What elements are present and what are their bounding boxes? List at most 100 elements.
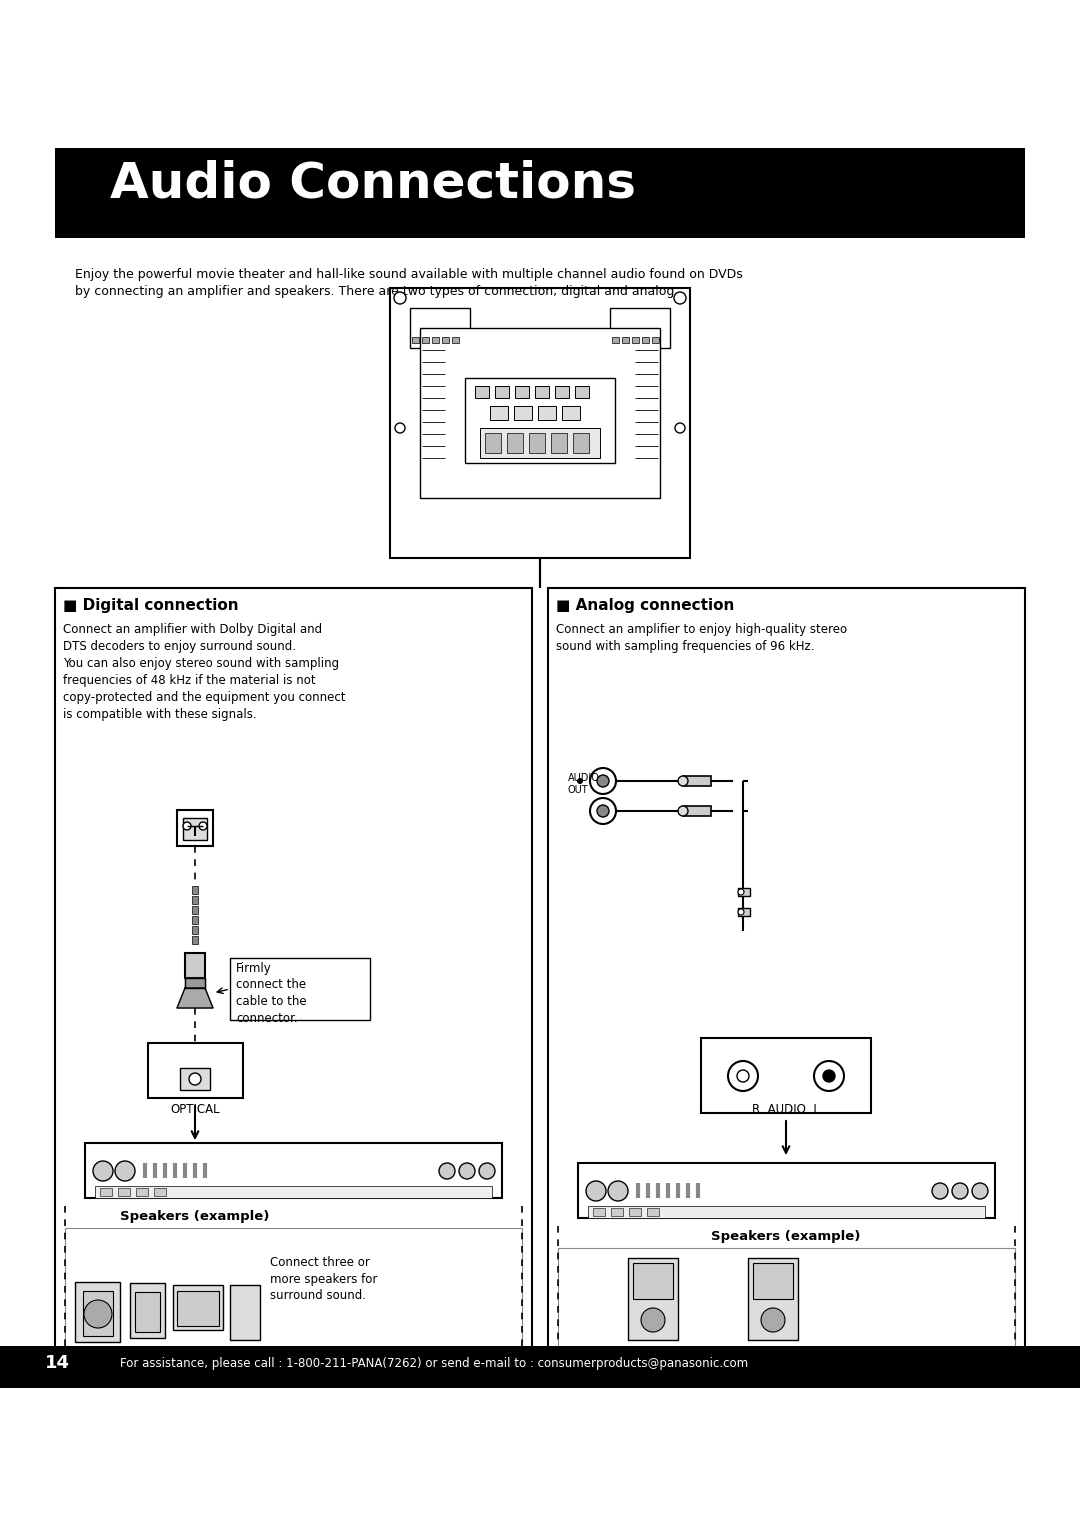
- Bar: [118, 1187, 130, 1196]
- Text: ■ Digital connection: ■ Digital connection: [63, 597, 239, 613]
- Bar: [548, 588, 1025, 1358]
- Bar: [575, 387, 589, 397]
- Text: Audio Connections: Audio Connections: [110, 160, 636, 208]
- Bar: [192, 886, 198, 894]
- Text: Firmly
connect the
cable to the
connector.: Firmly connect the cable to the connecto…: [237, 963, 307, 1024]
- Bar: [453, 338, 459, 342]
- Bar: [192, 906, 198, 914]
- Circle shape: [597, 775, 609, 787]
- Bar: [75, 1282, 120, 1342]
- Circle shape: [951, 1183, 968, 1199]
- Bar: [148, 1044, 243, 1099]
- Bar: [683, 805, 711, 816]
- Bar: [480, 428, 600, 458]
- Bar: [65, 1229, 522, 1351]
- Bar: [85, 1143, 502, 1198]
- Bar: [529, 432, 545, 452]
- Bar: [652, 338, 659, 342]
- Bar: [192, 926, 198, 934]
- Bar: [588, 1206, 985, 1218]
- Circle shape: [642, 1308, 665, 1332]
- Bar: [154, 1187, 166, 1196]
- Bar: [748, 1258, 798, 1340]
- Bar: [173, 1285, 222, 1329]
- Bar: [177, 1291, 219, 1326]
- Bar: [411, 338, 419, 342]
- Bar: [465, 377, 615, 463]
- Bar: [422, 338, 429, 342]
- Bar: [738, 888, 750, 895]
- Circle shape: [737, 1070, 750, 1082]
- Bar: [629, 1209, 642, 1216]
- Bar: [573, 432, 589, 452]
- Circle shape: [972, 1183, 988, 1199]
- Text: R  AUDIO  L: R AUDIO L: [752, 1103, 820, 1115]
- Circle shape: [728, 1060, 758, 1091]
- Bar: [490, 406, 508, 420]
- Bar: [515, 387, 529, 397]
- Text: ■ Analog connection: ■ Analog connection: [556, 597, 734, 613]
- Circle shape: [814, 1060, 843, 1091]
- Bar: [442, 338, 449, 342]
- Bar: [558, 1248, 1015, 1351]
- Bar: [130, 1284, 165, 1339]
- Text: Connect three or
more speakers for
surround sound.: Connect three or more speakers for surro…: [270, 1256, 377, 1302]
- Circle shape: [189, 1073, 201, 1085]
- Bar: [180, 1068, 210, 1089]
- Bar: [0, 1346, 1080, 1387]
- Bar: [535, 387, 549, 397]
- Bar: [562, 406, 580, 420]
- Polygon shape: [185, 978, 205, 989]
- Bar: [514, 406, 532, 420]
- Bar: [683, 776, 711, 785]
- Bar: [475, 387, 489, 397]
- Bar: [192, 895, 198, 905]
- Text: Connect an amplifier with Dolby Digital and
DTS decoders to enjoy surround sound: Connect an amplifier with Dolby Digital …: [63, 623, 346, 721]
- Bar: [738, 908, 750, 915]
- Bar: [420, 329, 660, 498]
- Bar: [633, 1264, 673, 1299]
- Circle shape: [932, 1183, 948, 1199]
- Bar: [611, 1209, 623, 1216]
- Text: Speakers (example): Speakers (example): [712, 1230, 861, 1242]
- Bar: [192, 915, 198, 924]
- Circle shape: [438, 1163, 455, 1180]
- Circle shape: [597, 805, 609, 817]
- Text: OPTICAL: OPTICAL: [171, 1103, 220, 1115]
- Circle shape: [459, 1163, 475, 1180]
- Bar: [485, 432, 501, 452]
- Circle shape: [823, 1070, 835, 1082]
- Bar: [627, 1258, 678, 1340]
- Bar: [390, 287, 690, 558]
- Circle shape: [93, 1161, 113, 1181]
- Bar: [136, 1187, 148, 1196]
- Circle shape: [678, 776, 688, 785]
- Bar: [135, 1293, 160, 1332]
- Bar: [612, 338, 619, 342]
- Circle shape: [586, 1181, 606, 1201]
- Bar: [610, 309, 670, 348]
- Bar: [622, 338, 629, 342]
- Circle shape: [395, 423, 405, 432]
- Text: 14: 14: [45, 1354, 70, 1372]
- Circle shape: [761, 1308, 785, 1332]
- Bar: [192, 937, 198, 944]
- Circle shape: [590, 798, 616, 824]
- Bar: [647, 1209, 659, 1216]
- Text: AUDIO
OUT: AUDIO OUT: [568, 773, 599, 795]
- Bar: [230, 958, 370, 1021]
- Circle shape: [678, 805, 688, 816]
- Bar: [753, 1264, 793, 1299]
- Circle shape: [738, 889, 744, 895]
- Circle shape: [394, 292, 406, 304]
- Circle shape: [577, 778, 583, 784]
- Text: For assistance, please call : 1-800-211-PANA(7262) or send e-mail to : consumerp: For assistance, please call : 1-800-211-…: [120, 1357, 748, 1369]
- Bar: [100, 1187, 112, 1196]
- Bar: [507, 432, 523, 452]
- Circle shape: [480, 1163, 495, 1180]
- Bar: [410, 309, 470, 348]
- Bar: [185, 953, 205, 978]
- Circle shape: [674, 292, 686, 304]
- Bar: [432, 338, 438, 342]
- Bar: [701, 1038, 870, 1112]
